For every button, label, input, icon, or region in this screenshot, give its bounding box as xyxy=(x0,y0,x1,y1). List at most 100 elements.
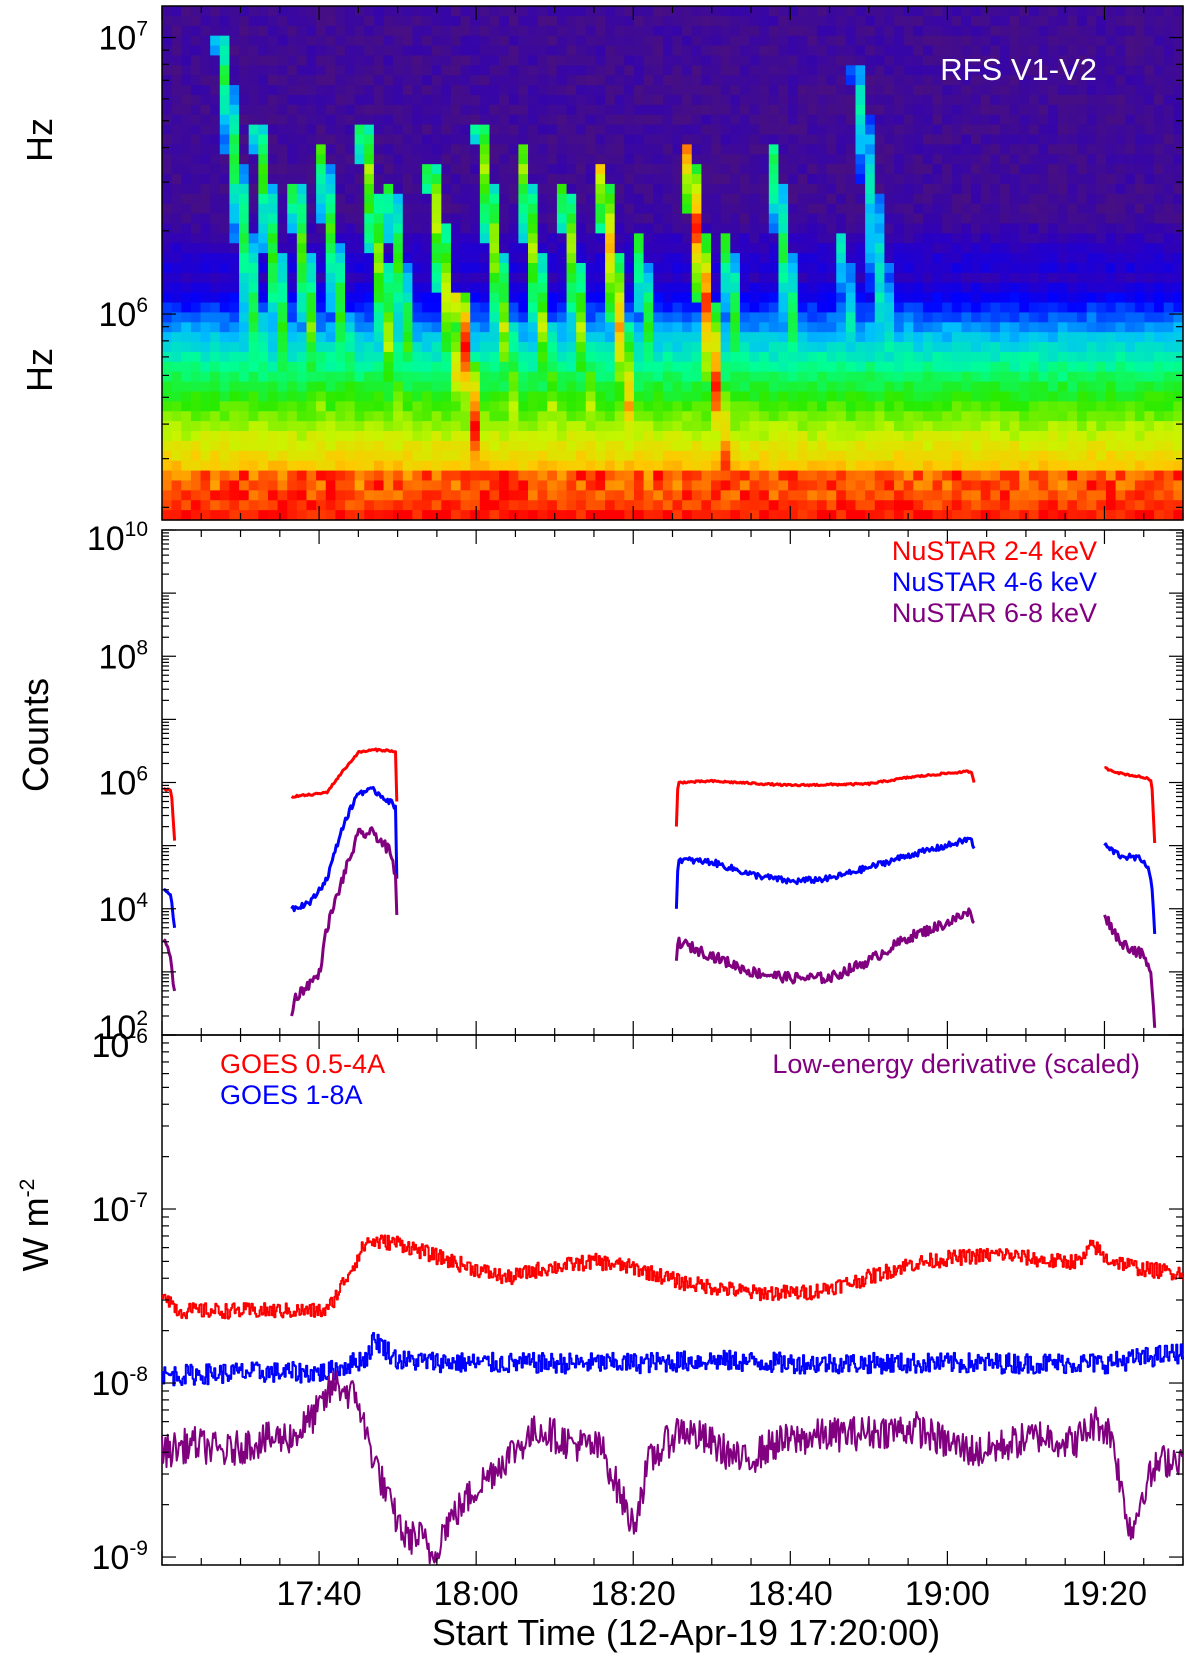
spectrogram-cell xyxy=(682,391,693,402)
spectrogram-cell xyxy=(431,361,442,373)
spectrogram-cell xyxy=(633,460,645,472)
spectrogram-cell xyxy=(971,15,982,27)
spectrogram-cell xyxy=(643,213,654,225)
spectrogram-cell xyxy=(614,332,625,343)
spectrogram-cell xyxy=(1067,342,1078,353)
spectrogram-cell xyxy=(383,144,394,155)
spectrogram-cell xyxy=(951,253,963,264)
spectrogram-cell xyxy=(373,213,385,225)
spectrogram-cell xyxy=(730,431,741,442)
spectrogram-cell xyxy=(412,440,423,452)
spectrogram-cell xyxy=(961,391,972,402)
spectrogram-cell xyxy=(210,223,221,234)
spectrogram-cell xyxy=(999,203,1011,215)
spectrogram-cell xyxy=(316,401,327,412)
spectrogram-cell xyxy=(316,144,327,155)
spectrogram-cell xyxy=(460,312,471,323)
spectrogram-cell xyxy=(1038,233,1049,244)
spectrogram-cell xyxy=(662,332,674,343)
spectrogram-cell xyxy=(219,351,231,363)
spectrogram-cell xyxy=(547,6,558,17)
spectrogram-cell xyxy=(855,213,866,225)
spectrogram-cell xyxy=(845,65,857,76)
spectrogram-cell xyxy=(980,510,991,521)
spectrogram-cell xyxy=(662,85,674,96)
spectrogram-cell xyxy=(1019,134,1030,145)
spectrogram-cell xyxy=(576,193,587,205)
spectrogram-cell xyxy=(720,253,731,264)
spectrogram-cell xyxy=(768,322,780,333)
spectrogram-cell xyxy=(788,361,799,373)
spectrogram-cell xyxy=(797,470,808,482)
spectrogram-cell xyxy=(499,183,510,195)
spectrogram-cell xyxy=(479,94,491,106)
spectrogram-cell xyxy=(181,401,192,412)
spectrogram-cell xyxy=(682,332,693,343)
spectrogram-cell xyxy=(605,25,616,37)
spectrogram-cell xyxy=(874,450,885,462)
spectrogram-cell xyxy=(884,45,895,57)
spectrogram-cell xyxy=(181,411,192,422)
spectrogram-cell xyxy=(951,174,963,185)
spectrogram-cell xyxy=(691,134,702,145)
spectrogram-cell xyxy=(219,134,231,145)
spectrogram-cell xyxy=(402,104,414,116)
spectrogram-cell xyxy=(239,351,250,363)
spectrogram-cell xyxy=(836,154,847,165)
spectrogram-cell xyxy=(518,55,529,66)
spectrogram-cell xyxy=(922,124,934,136)
spectrogram-cell xyxy=(701,233,712,244)
spectrogram-cell xyxy=(383,391,394,402)
spectrogram-cell xyxy=(1048,55,1059,66)
spectrogram-cell xyxy=(383,6,394,17)
spectrogram-cell xyxy=(450,450,462,462)
spectrogram-cell xyxy=(759,460,770,472)
spectrogram-cell xyxy=(190,322,202,333)
spectrogram-cell xyxy=(990,322,1001,333)
spectrogram-cell xyxy=(961,174,972,185)
spectrogram-cell xyxy=(200,6,211,17)
spectrogram-cell xyxy=(903,243,914,254)
spectrogram-cell xyxy=(990,243,1001,254)
spectrogram-cell xyxy=(1048,361,1059,373)
spectrogram-cell xyxy=(749,351,760,363)
spectrogram-cell xyxy=(749,450,760,462)
spectrogram-cell xyxy=(942,25,953,37)
spectrogram-cell xyxy=(316,45,327,57)
spectrogram-cell xyxy=(1019,193,1030,205)
spectrogram-cell xyxy=(614,470,625,482)
spectrogram-cell xyxy=(479,243,491,254)
spectrogram-cell xyxy=(576,94,587,106)
spectrogram-cell xyxy=(229,114,240,126)
spectrogram-cell xyxy=(739,500,751,511)
spectrogram-cell xyxy=(190,351,202,363)
spectrogram-cell xyxy=(373,302,385,314)
spectrogram-cell xyxy=(325,183,336,195)
spectrogram-cell xyxy=(730,75,741,86)
spectrogram-cell xyxy=(267,223,279,234)
spectrogram-cell xyxy=(1009,75,1020,86)
spectrogram-cell xyxy=(479,361,491,373)
spectrogram-cell xyxy=(633,15,645,27)
spectrogram-cell xyxy=(653,114,664,126)
spectrogram-cell xyxy=(325,480,336,491)
spectrogram-cell xyxy=(373,25,385,37)
spectrogram-cell xyxy=(874,75,885,86)
spectrogram-cell xyxy=(306,233,317,244)
spectrogram-cell xyxy=(855,401,866,412)
spectrogram-cell xyxy=(643,6,654,17)
spectrogram-cell xyxy=(942,85,953,96)
spectrogram-cell xyxy=(402,421,414,432)
spectrogram-cell xyxy=(402,361,414,373)
spectrogram-cell xyxy=(614,371,625,383)
spectrogram-cell xyxy=(884,164,895,175)
spectrogram-cell xyxy=(1009,460,1020,472)
spectrogram-cell xyxy=(691,6,702,17)
spectrogram-cell xyxy=(345,401,356,412)
spectrogram-cell xyxy=(576,421,587,432)
spectrogram-cell xyxy=(470,332,481,343)
spectrogram-cell xyxy=(595,302,606,314)
spectrogram-cell xyxy=(162,183,173,195)
spectrogram-cell xyxy=(287,371,298,383)
spectrogram-cell xyxy=(239,490,250,501)
